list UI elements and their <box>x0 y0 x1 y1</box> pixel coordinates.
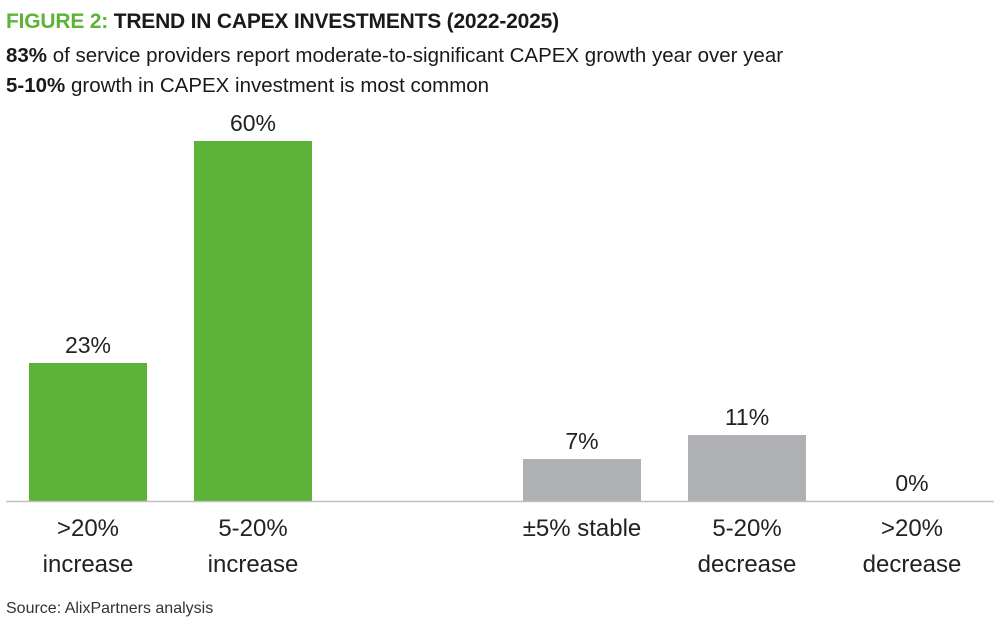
category-label: increase <box>43 551 134 578</box>
figure-label: FIGURE 2: <box>6 10 109 33</box>
subtitle-1: 83% of service providers report moderate… <box>6 44 783 68</box>
category-label: >20% <box>57 515 119 542</box>
data-label: 60% <box>230 110 276 136</box>
category-label: decrease <box>863 551 962 578</box>
chart-title: FIGURE 2: TREND IN CAPEX INVESTMENTS (20… <box>6 10 559 34</box>
subtitle-2: 5-10% growth in CAPEX investment is most… <box>6 74 489 98</box>
bar <box>29 363 147 501</box>
bar-chart: 23% >20% increase 60% 5-20% increase 7% ±5% sta… <box>6 110 994 578</box>
category-label: >20% <box>881 515 943 542</box>
data-label: 0% <box>895 470 928 496</box>
title-text: TREND IN CAPEX INVESTMENTS (2022-2025) <box>113 10 559 33</box>
data-label: 23% <box>65 332 111 358</box>
bar <box>688 435 806 501</box>
bar <box>523 459 641 501</box>
subtitle-1-text: of service providers report moderate-to-… <box>47 44 784 67</box>
data-label: 11% <box>725 404 769 430</box>
bar <box>194 141 312 501</box>
subtitle-1-highlight: 83% <box>6 44 48 67</box>
data-label: 7% <box>565 428 598 454</box>
subtitle-2-highlight: 5-10% <box>6 74 66 97</box>
category-label: ±5% stable <box>523 515 642 542</box>
category-label: 5-20% <box>712 515 781 542</box>
category-label: 5-20% <box>218 515 287 542</box>
category-label: decrease <box>698 551 797 578</box>
category-label: increase <box>208 551 299 578</box>
source-note: Source: AlixPartners analysis <box>6 600 214 617</box>
subtitle-2-text: growth in CAPEX investment is most commo… <box>65 74 490 97</box>
